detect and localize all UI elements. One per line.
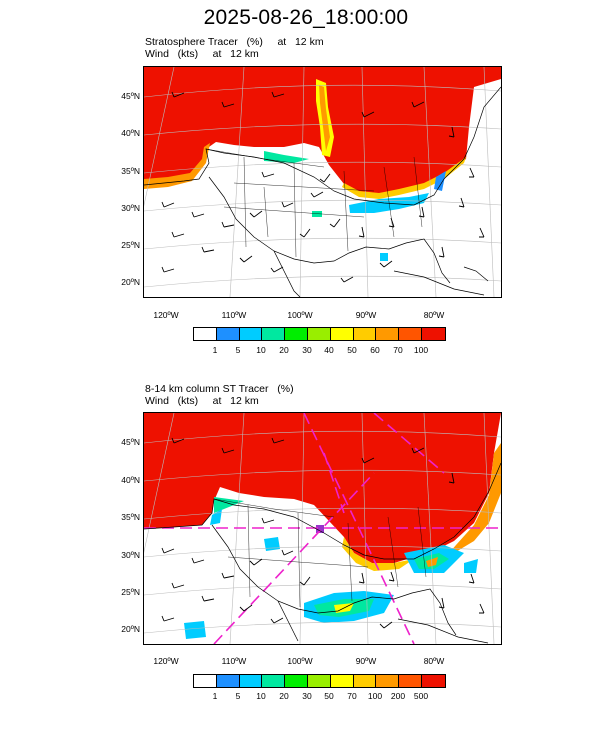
panel-1-lon-label: 90ºW: [355, 310, 377, 320]
panel-1-colorbar-label: 60: [370, 345, 380, 355]
figure-title: 2025-08-26_18:00:00: [203, 6, 409, 29]
wind-barbs: [161, 91, 485, 283]
state-borders: [213, 498, 427, 608]
graticule: [144, 67, 501, 297]
tracer-green-band: [264, 151, 309, 163]
tracer-small-cyan-3: [464, 559, 478, 573]
colorbar-swatch: [376, 328, 400, 340]
tracer-high-region: [144, 413, 501, 563]
panel-1-lat-label: 45ºN: [121, 91, 140, 101]
tracer-mid-fringe: [144, 143, 210, 189]
panel-2-lat-label: 20ºN: [121, 624, 140, 634]
tracer-small-cyan: [264, 537, 280, 551]
panel-2-lon-label: 120ºW: [153, 656, 179, 666]
cross-section-lines: [144, 413, 501, 644]
panel-1-colorbar-label: 40: [324, 345, 334, 355]
panel-2-colorbar: [193, 674, 446, 688]
colorbar-swatch: [330, 675, 354, 687]
panel-1-lat-label: 35ºN: [121, 166, 140, 176]
colorbar-swatch: [399, 675, 422, 687]
panel-1-lat-label: 40ºN: [121, 128, 140, 138]
panel-1-lat-label: 20ºN: [121, 277, 140, 287]
panel-2-colorbar-label: 30: [302, 691, 312, 701]
panel-2-colorbar-label: 1: [212, 691, 218, 701]
panel-2-lon-label: 100ºW: [287, 656, 313, 666]
coastlines: [144, 462, 501, 644]
panel-2-title: 8-14 km column ST Tracer (%) Wind (kts) …: [145, 383, 294, 407]
state-borders: [205, 148, 423, 258]
colorbar-swatch: [421, 328, 445, 340]
colorbar-swatch: [194, 675, 217, 687]
panel-2-colorbar-label: 200: [390, 691, 406, 701]
panel-1-lon-label: 100ºW: [287, 310, 313, 320]
colorbar-swatch: [239, 675, 263, 687]
panel-1-colorbar-label: 100: [413, 345, 429, 355]
panel-1-title-line-2: Wind (kts) at 12 km: [145, 48, 259, 60]
panel-2-colorbar-label: 5: [235, 691, 241, 701]
colorbar-swatch: [307, 675, 331, 687]
panel-2-title-line-2: Wind (kts) at 12 km: [145, 395, 259, 407]
panel-1-map-svg: [144, 67, 501, 297]
panel-1-map: [143, 66, 502, 298]
panel-1-colorbar-label: 5: [235, 345, 241, 355]
panel-2-colorbar-label: 10: [256, 691, 266, 701]
colorbar-swatch: [330, 328, 354, 340]
panel-1-colorbar-label: 70: [393, 345, 403, 355]
tracer-mid-fringe-south: [342, 537, 414, 571]
tracer-mid-fringe: [444, 443, 501, 559]
panel-2-title-line-1: 8-14 km column ST Tracer (%): [145, 383, 294, 395]
panel-1-lat-label: 30ºN: [121, 203, 140, 213]
colorbar-swatch: [262, 675, 286, 687]
panel-2-colorbar-label: 70: [347, 691, 357, 701]
tracer-small-cyan: [380, 253, 388, 261]
panel-1-colorbar-label: 50: [347, 345, 357, 355]
colorbar-swatch: [285, 675, 308, 687]
panel-1-colorbar-label: 10: [256, 345, 266, 355]
tracer-green-band: [214, 497, 244, 513]
panel-2-colorbar-label: 50: [324, 691, 334, 701]
tracer-small-green: [312, 211, 322, 217]
panel-1-title-line-1: Stratosphere Tracer (%) at 12 km: [145, 36, 324, 48]
panel-1-lon-label: 80ºW: [423, 310, 445, 320]
tracer-small-cyan-2: [184, 621, 206, 639]
panel-2-colorbar-label: 20: [279, 691, 289, 701]
colorbar-swatch: [353, 328, 377, 340]
panel-2-map: [143, 412, 502, 645]
tracer-blue-spot: [434, 171, 446, 191]
panel-2-lat-label: 35ºN: [121, 512, 140, 522]
panel-1-title: Stratosphere Tracer (%) at 12 km Wind (k…: [145, 36, 324, 60]
colorbar-swatch: [376, 675, 400, 687]
colorbar-swatch: [239, 328, 263, 340]
panel-1-colorbar: [193, 327, 446, 341]
panel-1-colorbar-label: 1: [212, 345, 218, 355]
colorbar-swatch: [399, 328, 422, 340]
colorbar-swatch: [216, 328, 240, 340]
panel-1-colorbar-label: 20: [279, 345, 289, 355]
panel-2-lat-label: 40ºN: [121, 475, 140, 485]
panel-1-lon-label: 110ºW: [221, 310, 247, 320]
tracer-orange-streak: [319, 85, 330, 151]
panel-2-lon-label: 90ºW: [355, 656, 377, 666]
colorbar-swatch: [216, 675, 240, 687]
wind-barbs: [161, 437, 485, 629]
colorbar-swatch: [194, 328, 217, 340]
panel-2-map-svg: [144, 413, 501, 644]
panel-2-lon-label: 110ºW: [221, 656, 247, 666]
colorbar-swatch: [285, 328, 308, 340]
panel-2-lat-label: 30ºN: [121, 550, 140, 560]
panel-2-lat-label: 25ºN: [121, 587, 140, 597]
panel-1-lon-label: 120ºW: [153, 310, 179, 320]
coastlines: [144, 86, 501, 297]
tracer-small-purple: [316, 525, 324, 533]
panel-2-lat-label: 45ºN: [121, 437, 140, 447]
colorbar-swatch: [262, 328, 286, 340]
panel-2-colorbar-label: 500: [413, 691, 429, 701]
panel-2-colorbar-label: 100: [367, 691, 383, 701]
panel-2-lon-label: 80ºW: [423, 656, 445, 666]
colorbar-swatch: [421, 675, 445, 687]
colorbar-swatch: [353, 675, 377, 687]
colorbar-swatch: [307, 328, 331, 340]
panel-1-lat-label: 25ºN: [121, 240, 140, 250]
panel-1-colorbar-label: 30: [302, 345, 312, 355]
